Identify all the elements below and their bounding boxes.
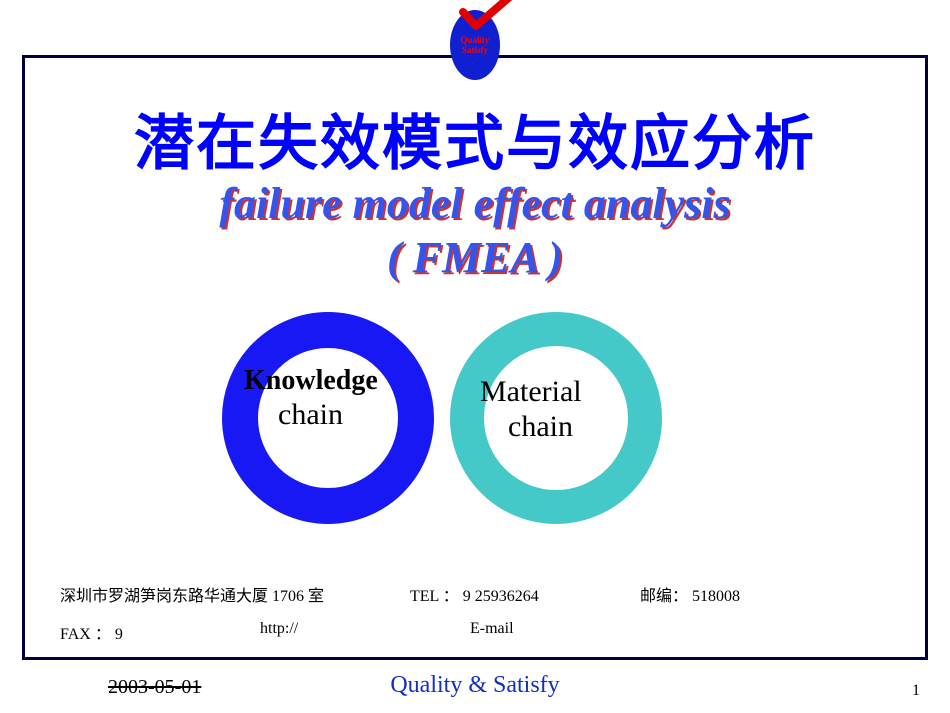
- ring-right-label-1: Material: [480, 375, 582, 409]
- contact-fax: FAX ： 9: [60, 620, 123, 644]
- title-english: failure model effect analysis: [0, 178, 950, 229]
- logo-text-2: Satisfy: [462, 45, 488, 55]
- ring-left-label-2: chain: [278, 398, 343, 432]
- logo-text-1: Quality: [460, 35, 489, 45]
- contact-http: http://: [260, 620, 298, 638]
- title-chinese: 潜在失效模式与效应分析: [0, 95, 950, 182]
- title-abbreviation: ( FMEA ): [0, 232, 950, 283]
- ring-left-label-1: Knowledge: [244, 365, 378, 397]
- contact-email: E-mail: [470, 620, 514, 638]
- contact-tel: TEL ： 9 25936264: [410, 582, 539, 606]
- ring-right-label-2: chain: [508, 410, 573, 444]
- contact-address: 深圳市罗湖笋岗东路华通大厦 1706 室: [60, 582, 324, 606]
- contact-zip: 邮编： 518008: [640, 582, 740, 606]
- footer-tagline: Quality & Satisfy: [0, 672, 950, 699]
- footer-page-number: 1: [912, 682, 920, 700]
- logo-ellipse: Quality Satisfy: [450, 10, 500, 80]
- checkmark-icon: [458, 0, 518, 32]
- logo-badge: Quality Satisfy: [450, 10, 500, 80]
